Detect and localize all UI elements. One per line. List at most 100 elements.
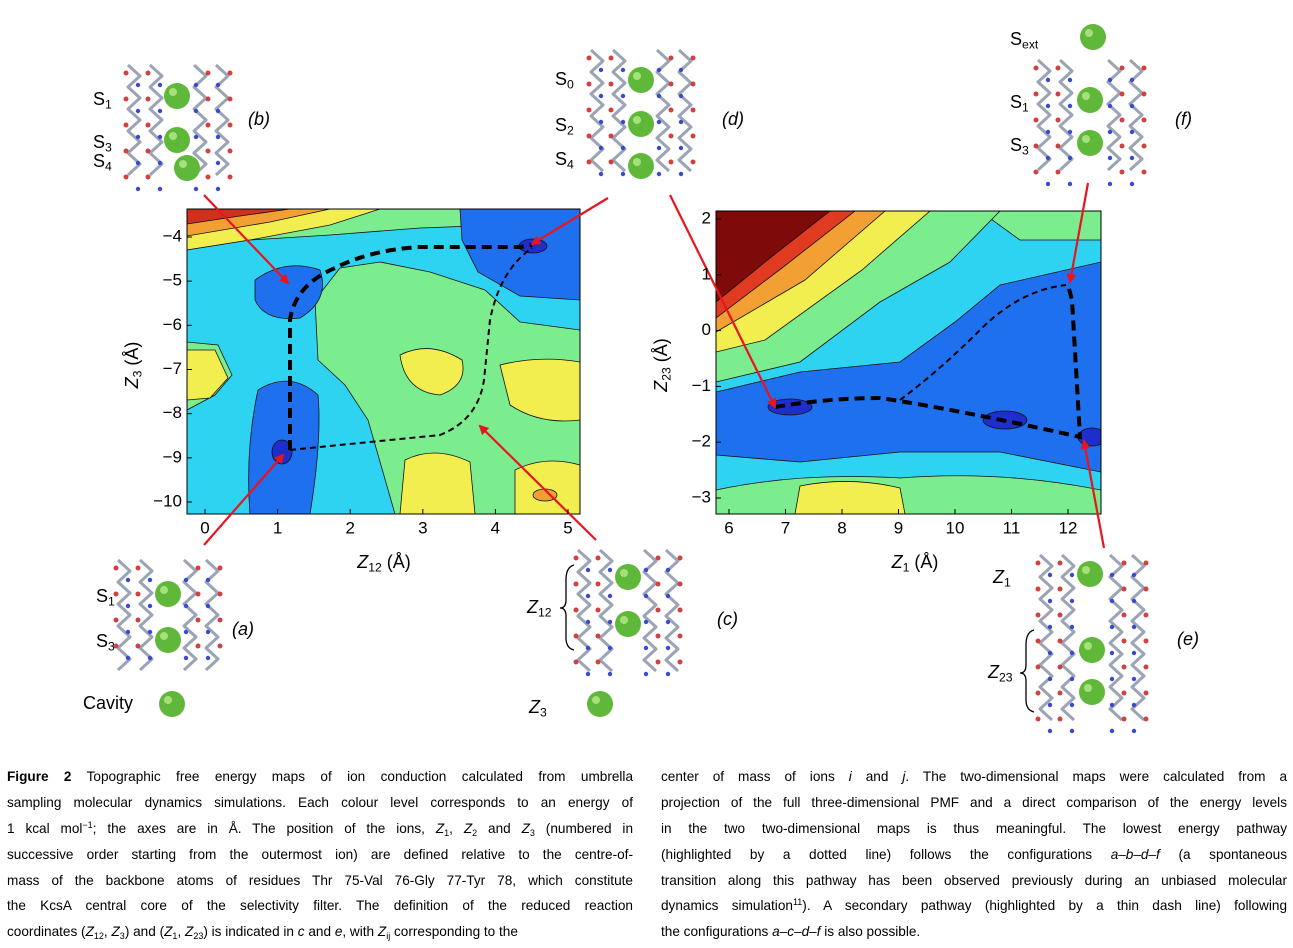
atom bbox=[608, 107, 614, 113]
atom bbox=[1035, 664, 1041, 670]
label: S1 bbox=[93, 89, 112, 112]
atom bbox=[227, 174, 233, 180]
backbone bbox=[138, 558, 154, 672]
ion-highlight bbox=[1082, 135, 1090, 143]
caption-line: Figure 2 Topographic free energy maps of… bbox=[7, 764, 633, 790]
atom bbox=[668, 81, 674, 87]
atom bbox=[690, 107, 696, 113]
backbone bbox=[116, 558, 132, 672]
ion-highlight bbox=[160, 632, 168, 640]
atom bbox=[1141, 169, 1147, 175]
atom bbox=[665, 619, 671, 625]
backbone bbox=[182, 558, 198, 672]
backbone bbox=[589, 48, 605, 173]
backbone bbox=[126, 63, 142, 177]
backbone bbox=[204, 558, 220, 672]
backbone bbox=[1036, 58, 1052, 172]
atom bbox=[205, 148, 211, 154]
brace bbox=[1019, 629, 1035, 713]
caption-text: corresponding to the bbox=[390, 924, 518, 940]
atom bbox=[586, 159, 592, 165]
label-sub: 3 bbox=[105, 141, 112, 155]
atom bbox=[135, 134, 141, 140]
atom bbox=[1045, 181, 1051, 187]
label-main: S bbox=[96, 631, 108, 651]
atom bbox=[183, 603, 189, 609]
caption-text: Z bbox=[521, 820, 530, 836]
atom bbox=[145, 70, 151, 76]
caption-text: 1 bbox=[172, 931, 178, 942]
atom bbox=[1033, 143, 1039, 149]
caption-line: projection of the full three-dimensional… bbox=[661, 790, 1287, 816]
atom bbox=[125, 655, 131, 661]
secondary-pathway bbox=[289, 247, 533, 451]
atom bbox=[1131, 572, 1137, 578]
label: S3 bbox=[96, 631, 115, 654]
atom bbox=[1047, 624, 1053, 630]
atom bbox=[655, 659, 661, 665]
atom bbox=[1067, 103, 1073, 109]
atom bbox=[205, 174, 211, 180]
label-sub: 2 bbox=[567, 124, 574, 138]
panel-label: (f) bbox=[1175, 109, 1192, 129]
caption-text: Z bbox=[164, 924, 173, 940]
label-sub: ext bbox=[1022, 38, 1039, 52]
atom bbox=[147, 603, 153, 609]
atom bbox=[135, 565, 141, 571]
atom bbox=[1035, 690, 1041, 696]
caption-text: Z bbox=[111, 924, 120, 940]
atom bbox=[1045, 129, 1051, 135]
caption-text: −1 bbox=[82, 819, 93, 830]
label: S2 bbox=[555, 115, 574, 138]
caption-text: ) and ( bbox=[124, 924, 165, 940]
atom bbox=[1109, 572, 1115, 578]
ion bbox=[1079, 679, 1105, 705]
label-main: S bbox=[1010, 135, 1022, 155]
label-main: Z bbox=[122, 376, 142, 389]
caption-text: 3 bbox=[529, 827, 535, 838]
atom bbox=[573, 659, 579, 665]
atom bbox=[205, 603, 211, 609]
atom bbox=[1109, 676, 1115, 682]
atom bbox=[1069, 650, 1075, 656]
atom bbox=[690, 133, 696, 139]
atom bbox=[1057, 612, 1063, 618]
ion-highlight bbox=[592, 696, 600, 704]
atom bbox=[1107, 129, 1113, 135]
atom bbox=[677, 555, 683, 561]
y-axis-label: Z23 (Å) bbox=[651, 338, 674, 393]
ion-highlight bbox=[1082, 566, 1090, 574]
atom bbox=[1047, 650, 1053, 656]
backbone bbox=[148, 63, 164, 177]
atom bbox=[665, 645, 671, 651]
atom bbox=[620, 67, 626, 73]
atom bbox=[135, 591, 141, 597]
caption-text: 1 bbox=[444, 827, 450, 838]
atom bbox=[643, 645, 649, 651]
atom bbox=[677, 633, 683, 639]
caption-text: j bbox=[902, 769, 906, 784]
atom bbox=[1069, 624, 1075, 630]
atom bbox=[668, 159, 674, 165]
ion bbox=[155, 627, 181, 653]
atom bbox=[145, 148, 151, 154]
atom bbox=[656, 145, 662, 151]
atom bbox=[1047, 572, 1053, 578]
ion-highlight bbox=[620, 569, 628, 577]
caption-text: mass of the backbone atoms of residues T… bbox=[7, 872, 633, 888]
caption-text: e bbox=[334, 924, 343, 940]
ion bbox=[1077, 561, 1103, 587]
ion bbox=[164, 127, 190, 153]
label: Z3 bbox=[528, 697, 547, 720]
caption-text: 3 bbox=[119, 931, 125, 942]
caption-text: ; the axes are in Å. The position of the… bbox=[92, 820, 436, 836]
atom bbox=[193, 82, 199, 88]
atom bbox=[598, 145, 604, 151]
label-main: S bbox=[1010, 92, 1022, 112]
backbone bbox=[1060, 553, 1076, 722]
ion bbox=[615, 564, 641, 590]
atom bbox=[217, 617, 223, 623]
atom bbox=[1057, 560, 1063, 566]
label-sub: 3 bbox=[131, 370, 145, 377]
